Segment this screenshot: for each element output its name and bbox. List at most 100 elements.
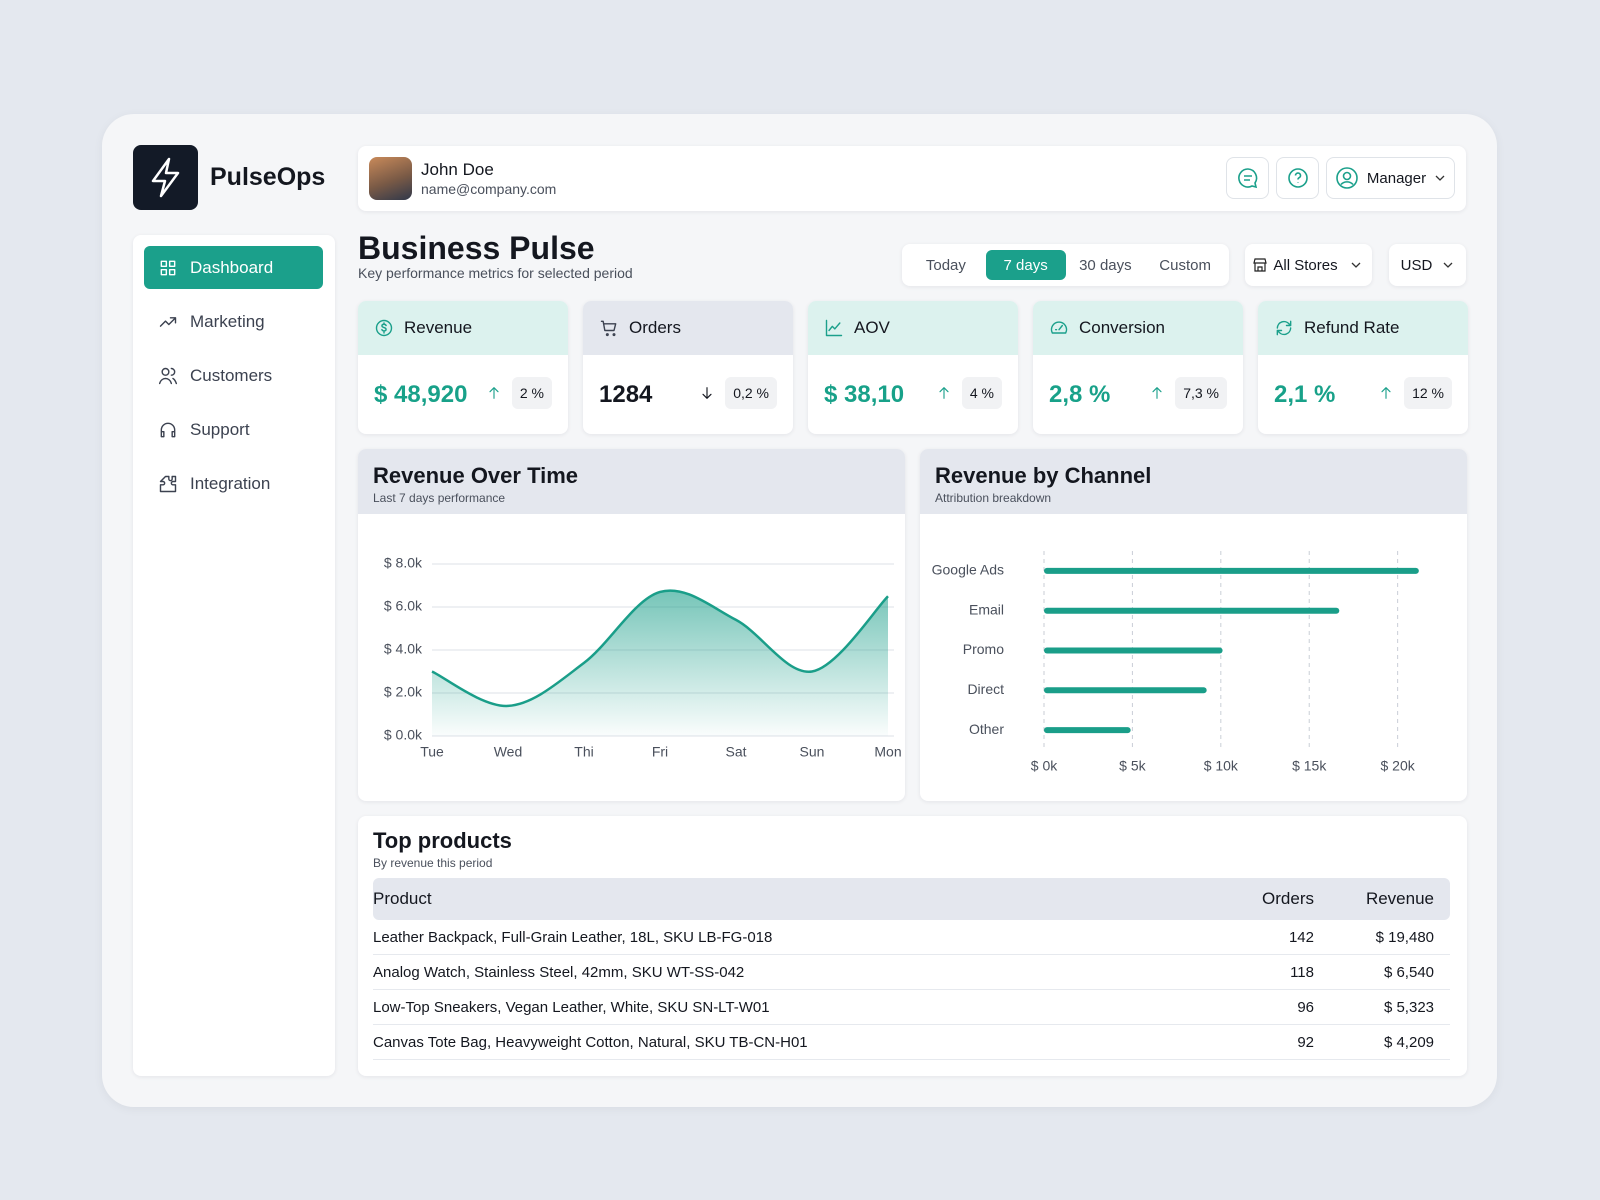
x-tick-label: $ 10k [1204,758,1239,774]
page-subtitle: Key performance metrics for selected per… [358,265,633,281]
kpi-change: 7,3 % [1175,377,1227,409]
table-cell: Leather Backpack, Full-Grain Leather, 18… [373,929,773,946]
x-tick-label: Thi [574,744,593,760]
table-cell: $ 6,540 [1383,964,1434,981]
table-cell: $ 19,480 [1375,929,1434,946]
kpi-value: $ 48,920 [374,381,468,408]
kpi-header: Revenue [358,301,568,355]
table-cell: 118 [1290,964,1314,981]
icon [1050,321,1068,334]
icon [1276,320,1292,336]
table-cell: 92 [1297,1034,1314,1051]
nav-item[interactable]: Integration [144,462,323,505]
kpi-card: Orders 1284 0,2 % [583,301,793,434]
y-tick-label: $ 0.0k [384,727,423,743]
icon-path [160,260,176,275]
y-tick-label: $ 2.0k [384,684,423,700]
line [431,589,889,708]
icon [939,387,949,399]
kpi-value: 1284 [599,381,653,408]
kpi-change: 0,2 % [725,377,777,409]
kpi-label: Revenue [404,318,473,337]
chart: $ 0.0k $ 2.0k $ 4.0k $ 6.0k $ 8.0k Tue Wed Thi F… [384,555,902,760]
top-bar: John Doe name@company.com Manager [358,146,1466,211]
period-tab[interactable]: Today [925,256,966,274]
x-tick-label: $ 5k [1119,758,1146,774]
help-button[interactable] [1276,157,1319,199]
nav-item[interactable]: Support [144,408,323,451]
kpi-card: Refund Rate 2,1 % 12 % [1258,301,1468,434]
nav-label: Support [190,419,250,439]
user-icon [1336,167,1358,189]
chevron [1351,262,1361,268]
icon-path [489,387,499,399]
nav-label: Customers [190,365,273,385]
x-tick-label: Sat [725,744,746,760]
icon [1152,387,1162,399]
icon-path [1276,320,1292,336]
period-tab[interactable]: 30 days [1079,256,1132,274]
sidebar: Dashboard Marketing Customers Support Integr… [133,235,335,1076]
table-row [373,955,1450,990]
bar [1044,727,1131,734]
table-row [373,990,1450,1025]
app-window: PulseOps John Doe name@company.com Manag… [102,114,1497,1107]
icon [160,260,176,275]
column-header: Product [373,889,432,908]
icon [489,387,499,399]
icon [375,319,393,337]
store-filter[interactable]: All Stores [1245,244,1372,286]
chart-title: Revenue Over Time [373,463,579,488]
messages-button[interactable] [1226,157,1269,199]
kpi-header: Refund Rate [1258,301,1468,355]
x-tick-label: $ 15k [1292,758,1327,774]
x-tick-label: $ 0k [1031,758,1058,774]
kpi-label: Conversion [1079,318,1165,337]
logo-icon [151,157,180,198]
kpi-header: Orders [583,301,793,355]
x-tick-label: Mon [874,744,901,760]
icon [1381,387,1391,399]
icon-path [1381,387,1391,399]
kpi-change: 2 % [511,377,552,409]
table-cell: Analog Watch, Stainless Steel, 42mm, SKU… [373,964,745,981]
table-cell: 96 [1297,999,1314,1016]
nav-label: Dashboard [190,257,274,277]
role-menu[interactable]: Manager [1326,157,1455,199]
store-icon [1253,258,1268,272]
panel-header [358,449,905,514]
chart: $ 0k $ 5k $ 10k $ 15k $ 20k Google Ads Email Pr… [932,551,1419,774]
icon [600,320,617,337]
role-label: Manager [1366,169,1427,187]
bar [1044,607,1340,614]
icon-path [1050,321,1068,334]
x-tick-label: Fri [652,744,668,760]
chart-subtitle: Attribution breakdown [935,491,1052,505]
chart-panel: Revenue Over Time Last 7 days performanc… [358,449,905,801]
currency-filter[interactable]: USD [1389,244,1466,286]
icon-path [158,367,178,384]
store-label: All Stores [1273,256,1338,274]
table-row [373,920,1450,955]
help-icon [1287,168,1308,188]
icon [702,387,712,399]
messages-icon [1237,168,1257,189]
y-tick-label: Direct [967,681,1004,697]
nav-label: Marketing [190,311,265,331]
y-tick-label: Promo [963,641,1004,657]
chart-subtitle: Last 7 days performance [373,491,506,505]
y-tick-label: $ 6.0k [384,598,423,614]
kpi-header: AOV [808,301,1018,355]
icon-path [825,319,843,337]
x-tick-label: Wed [494,744,523,760]
period-tab[interactable]: 7 days [985,250,1066,280]
period-tab[interactable]: Custom [1159,256,1211,274]
nav-item[interactable]: Marketing [144,300,323,343]
icon-path [1152,387,1162,399]
nav-item[interactable]: Dashboard [144,246,323,289]
user-email: name@company.com [421,181,557,197]
table-title: Top products [373,828,512,853]
nav-item[interactable]: Customers [144,354,323,397]
chart-title: Revenue by Channel [935,463,1152,488]
y-tick-label: Other [969,721,1004,737]
